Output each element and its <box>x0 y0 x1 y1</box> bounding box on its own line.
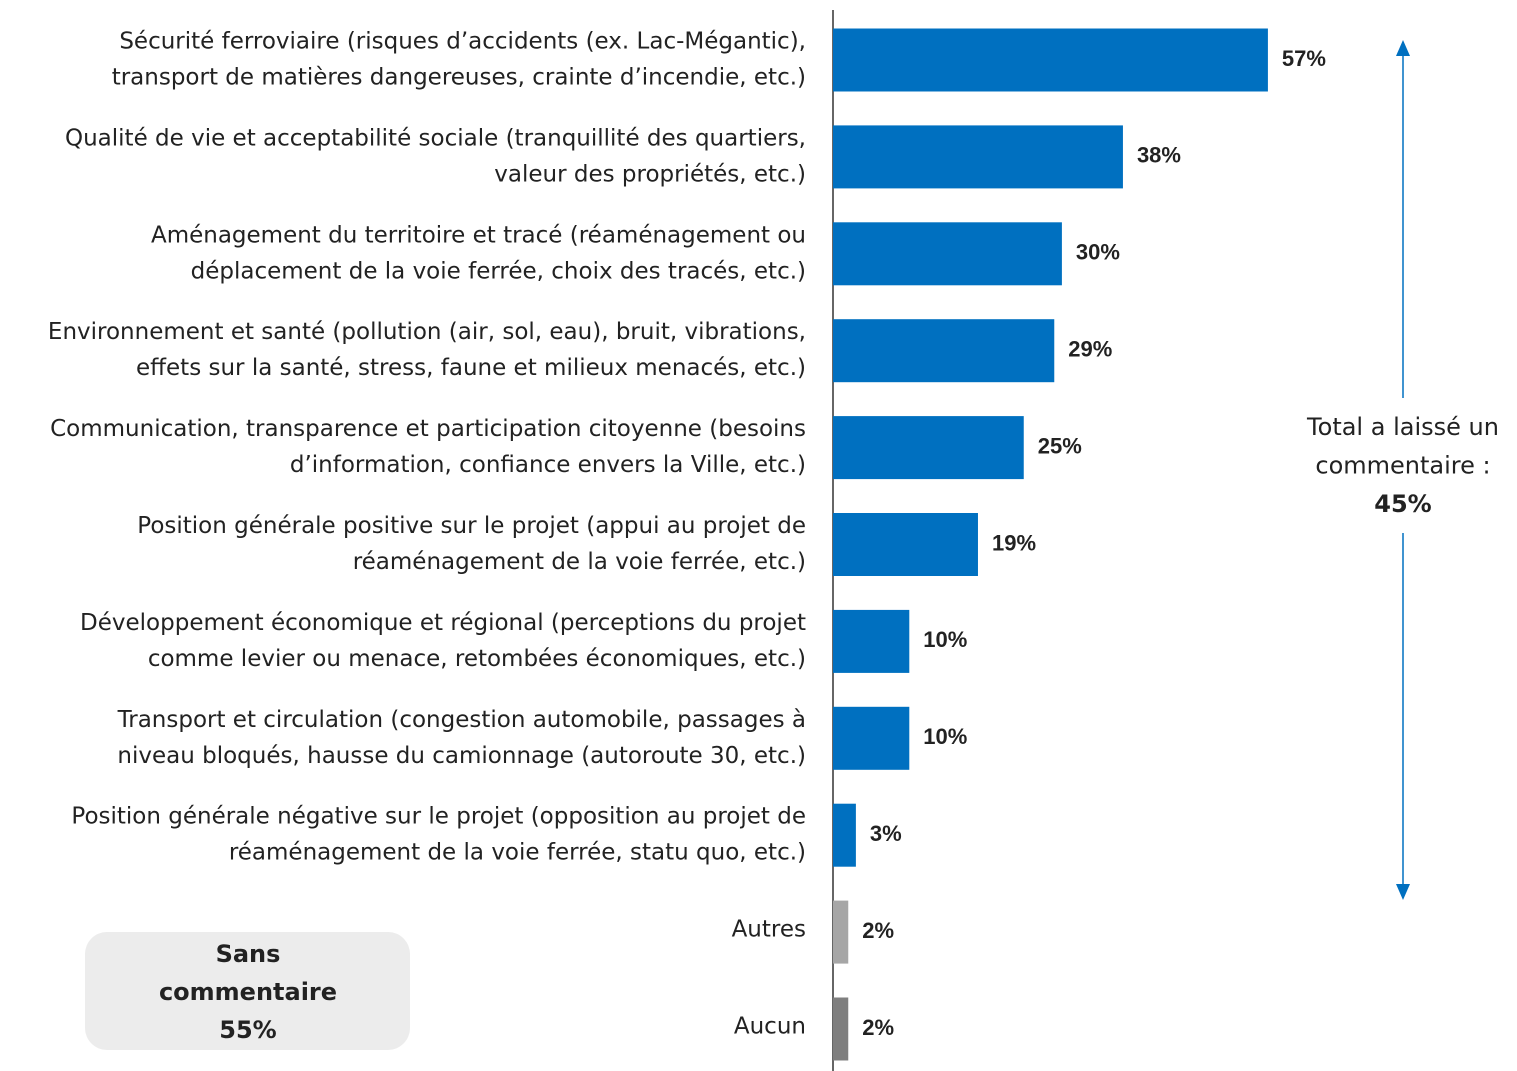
value-label: 10% <box>923 627 967 652</box>
value-label: 10% <box>923 724 967 749</box>
category-label: réaménagement de la voie ferrée, etc.) <box>353 549 806 575</box>
bar <box>833 319 1055 383</box>
category-label: Position générale négative sur le projet… <box>71 804 806 830</box>
category-label: Aucun <box>734 1014 806 1040</box>
category-label: Autres <box>732 917 806 943</box>
annotation: 55% <box>219 1016 276 1044</box>
category-label: valeur des propriétés, etc.) <box>494 161 806 187</box>
category-label: Communication, transparence et participa… <box>50 416 806 442</box>
bar <box>833 513 978 576</box>
annotation: commentaire : <box>1315 452 1490 480</box>
value-label: 38% <box>1137 143 1181 168</box>
category-label: Transport et circulation (congestion aut… <box>117 707 806 733</box>
bar <box>833 997 849 1061</box>
category-label: Sécurité ferroviaire (risques d’accident… <box>119 29 806 55</box>
category-label: Aménagement du territoire et tracé (réam… <box>151 222 806 248</box>
arrow-head <box>1396 884 1410 900</box>
bar <box>833 803 856 867</box>
category-label: réaménagement de la voie ferrée, statu q… <box>229 840 806 866</box>
value-label: 25% <box>1038 433 1082 458</box>
value-label: 2% <box>862 918 894 943</box>
value-label: 2% <box>862 1015 894 1040</box>
category-label: Qualité de vie et acceptabilité sociale … <box>65 125 806 151</box>
annotation: commentaire <box>159 978 337 1006</box>
bar <box>833 706 910 770</box>
value-label: 19% <box>992 530 1036 555</box>
annotation: 45% <box>1374 490 1431 518</box>
category-label: comme levier ou menace, retombées économ… <box>148 646 806 672</box>
bar <box>833 125 1123 189</box>
category-label: niveau bloqués, hausse du camionnage (au… <box>117 743 806 769</box>
value-label: 30% <box>1076 240 1120 265</box>
category-label: d’information, confiance envers la Ville… <box>290 452 806 478</box>
annotation: Sans <box>216 940 281 968</box>
annotation-box <box>85 932 410 1050</box>
value-label: 57% <box>1282 46 1326 71</box>
category-label: transport de matières dangereuses, crain… <box>112 65 806 91</box>
bar <box>833 28 1268 92</box>
arrow-head <box>1396 40 1410 56</box>
annotation: Total a laissé un <box>1306 413 1499 441</box>
category-label: Développement économique et régional (pe… <box>80 610 806 636</box>
category-label: effets sur la santé, stress, faune et mi… <box>136 355 806 381</box>
value-label: 29% <box>1068 337 1112 362</box>
bar <box>833 900 849 964</box>
category-label: déplacement de la voie ferrée, choix des… <box>191 258 806 284</box>
bar <box>833 222 1062 286</box>
bar <box>833 416 1024 480</box>
category-label: Environnement et santé (pollution (air, … <box>48 319 806 345</box>
value-label: 3% <box>870 821 902 846</box>
bar <box>833 609 910 673</box>
category-label: Position générale positive sur le projet… <box>137 513 806 539</box>
